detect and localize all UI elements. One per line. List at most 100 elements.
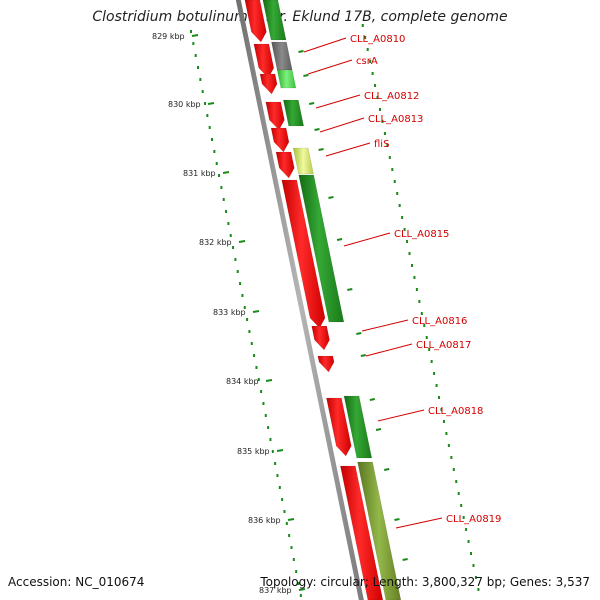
gene-label[interactable]: CLL_A0816 — [412, 316, 467, 327]
ruler-dot — [269, 438, 272, 441]
ruler-dot — [281, 498, 284, 501]
lane-tick-dash — [303, 74, 309, 77]
ruler-dot — [255, 366, 258, 369]
axis-tick-mark — [207, 102, 215, 105]
outer-guide-dot — [403, 228, 406, 231]
outer-guide-dot — [438, 396, 441, 399]
ruler-dot — [236, 270, 239, 273]
gene-label[interactable]: fliS — [374, 139, 389, 150]
gene-label[interactable]: CLL_A0810 — [350, 34, 405, 45]
lane-tick-dash — [394, 518, 400, 521]
outer-guide-dot — [361, 24, 364, 27]
outer-guide-dot — [369, 60, 372, 63]
lane-tick-dash — [347, 288, 353, 291]
outer-guide-dot — [428, 348, 431, 351]
outer-guide-dot — [455, 480, 458, 483]
lane-tick-dash — [360, 354, 367, 357]
ruler-dot — [285, 522, 288, 525]
outer-guide-dot — [398, 204, 401, 207]
ruler-dot — [246, 318, 249, 321]
gene-forward-arrow — [265, 101, 285, 131]
ruler-dot — [225, 210, 228, 213]
outer-guide-dot — [374, 84, 377, 87]
gene-leader-line — [343, 232, 391, 247]
ruler-dot — [271, 450, 274, 453]
ruler-dot — [264, 414, 267, 417]
outer-guide-dot — [415, 288, 418, 291]
gene-csra-block — [276, 69, 297, 89]
outer-guide-dot — [442, 420, 445, 423]
ruler-dot — [267, 426, 270, 429]
outer-guide-dot — [462, 516, 465, 519]
axis-tick-mark — [222, 171, 230, 174]
outer-guide-dot — [460, 504, 463, 507]
gene-leader-line — [365, 343, 413, 357]
ruler-dot — [229, 234, 232, 237]
outer-guide-dot — [386, 144, 389, 147]
ruler-dot — [278, 486, 281, 489]
gene-label[interactable]: CLL_A0817 — [416, 340, 471, 351]
gene-forward-arrow — [253, 43, 275, 79]
axis-tick-label: 834 kbp — [226, 377, 259, 386]
lane-tick-dash — [318, 148, 324, 151]
outer-guide-dot — [366, 48, 369, 51]
gene-label[interactable]: CLL_A0812 — [364, 91, 419, 102]
axis-tick-label: 829 kbp — [152, 32, 185, 41]
outer-guide-dot — [447, 444, 450, 447]
ruler-dot — [243, 306, 246, 309]
ruler-dot — [190, 30, 192, 33]
outer-guide-dot — [388, 156, 391, 159]
ruler-dot — [199, 78, 202, 81]
ruler-dot — [208, 126, 211, 129]
outer-guide-dot — [376, 96, 379, 99]
ruler-dot — [239, 282, 242, 285]
axis-tick-label: 831 kbp — [183, 169, 216, 178]
accession-label: Accession: NC_010674 — [8, 575, 145, 589]
outer-guide-dot — [472, 564, 475, 567]
ruler-dot — [248, 330, 251, 333]
axis-tick-mark — [298, 588, 306, 591]
ruler-dot — [276, 474, 279, 477]
map-title: Clostridium botulinum B str. Eklund 17B,… — [92, 9, 508, 25]
gene-forward-arrow — [275, 151, 295, 179]
outer-guide-dot — [430, 360, 433, 363]
axis-tick-mark — [265, 379, 273, 382]
gene-label[interactable]: CLL_A0815 — [394, 229, 449, 240]
lane-tick-dash — [369, 398, 376, 401]
outer-guide-dot — [396, 192, 399, 195]
ruler-dot — [250, 342, 253, 345]
gene-label[interactable]: CLL_A0819 — [446, 514, 501, 525]
ruler-dot — [297, 582, 300, 585]
axis-tick-label: 837 kbp — [259, 586, 292, 595]
ruler-dot — [274, 462, 277, 465]
ruler-dot — [227, 222, 230, 225]
gene-leader-line — [361, 319, 409, 332]
outer-guide-dot — [477, 588, 480, 591]
sequence-backbone — [235, 0, 364, 600]
gene-forward-block — [340, 465, 384, 600]
ruler-dot — [283, 510, 286, 513]
gene-forward-arrow — [317, 355, 335, 373]
ruler-dot — [211, 138, 214, 141]
ruler-dot — [232, 246, 235, 249]
lane-tick-dash — [336, 238, 343, 241]
gene-label[interactable]: CLL_A0818 — [428, 406, 483, 417]
ruler-dot — [215, 162, 218, 165]
gene-flis-block — [292, 147, 314, 175]
lane-tick-dash — [314, 128, 320, 131]
outer-guide-dot — [465, 528, 468, 531]
outer-guide-dot — [433, 372, 436, 375]
outer-guide-dot — [450, 456, 453, 459]
gene-forward-arrow — [326, 397, 352, 457]
gene-forward-arrow — [244, 0, 267, 43]
outer-guide-dot — [470, 552, 473, 555]
axis-tick-mark — [276, 449, 284, 452]
gene-label[interactable]: CLL_A0813 — [368, 114, 423, 125]
gene-leader-line — [325, 142, 371, 157]
ruler-dot — [295, 570, 298, 573]
gene-label[interactable]: csrA — [356, 56, 378, 67]
ruler-dot — [299, 594, 302, 597]
ruler-dot — [257, 378, 260, 381]
gene-forward-arrow — [259, 73, 278, 95]
axis-tick-label: 830 kbp — [168, 100, 201, 109]
